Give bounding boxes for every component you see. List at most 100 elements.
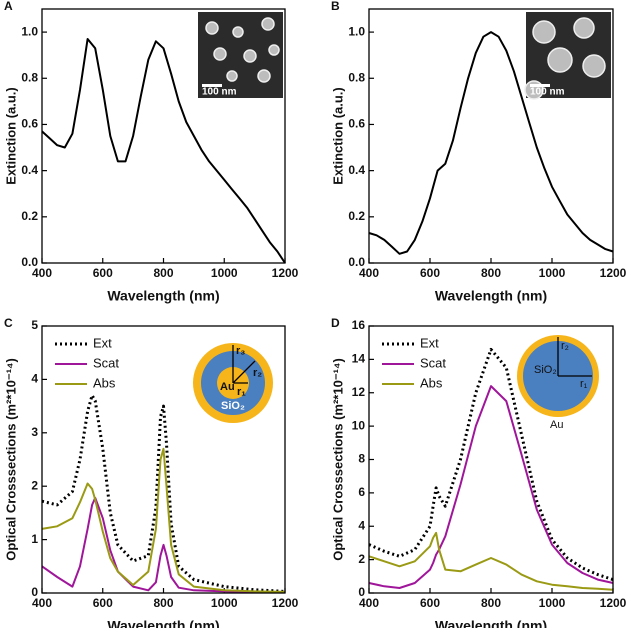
- x-axis-label: Wavelength (nm): [435, 618, 547, 628]
- data-line: [41, 496, 286, 594]
- sem-particle: [257, 69, 271, 83]
- y-tick-label: 1: [31, 532, 38, 546]
- x-tick-label: 400: [32, 266, 52, 280]
- y-tick-label: 0.4: [348, 163, 365, 177]
- scale-label: 100 nm: [202, 87, 237, 98]
- y-axis-label: Optical Crosssections (m²*10⁻¹⁴): [3, 358, 18, 561]
- plot-frame: [368, 8, 614, 264]
- legend-label: Ext: [93, 335, 112, 350]
- inset-label: r₁: [237, 386, 246, 398]
- inset-label: SiO₂: [221, 400, 245, 412]
- x-axis-label: Wavelength (nm): [107, 618, 219, 628]
- scale-bar: [202, 84, 222, 87]
- y-tick-label: 6: [358, 485, 365, 499]
- radius-arrows: [232, 345, 256, 384]
- sem-particle: [268, 44, 280, 56]
- y-tick-label: 0.8: [21, 70, 38, 84]
- y-tick-label: 0.0: [348, 255, 365, 269]
- sem-particle: [582, 54, 606, 78]
- x-tick-label: 800: [481, 266, 501, 280]
- y-tick-label: 2: [31, 478, 38, 492]
- x-tick-label: 1000: [539, 266, 566, 280]
- y-axis-label: Extinction (a.u.): [3, 87, 18, 185]
- y-tick-label: 1.0: [21, 24, 38, 38]
- x-tick-label: 800: [153, 266, 173, 280]
- scale-bar: [530, 84, 550, 87]
- y-tick-label: 0.2: [21, 209, 38, 223]
- y-tick-label: 0: [31, 585, 38, 599]
- y-tick-label: 0.8: [348, 70, 365, 84]
- panel-label: A: [4, 0, 13, 13]
- sem-particle: [573, 17, 595, 39]
- y-tick-label: 3: [31, 425, 38, 439]
- y-tick-label: 5: [31, 318, 38, 332]
- sem-particle: [532, 20, 556, 44]
- y-tick-label: 0.6: [348, 117, 365, 131]
- data-line: [368, 385, 614, 589]
- legend-label: Scat: [420, 355, 446, 370]
- y-tick-label: 0.6: [21, 117, 38, 131]
- x-tick-label: 400: [32, 596, 52, 610]
- y-tick-label: 16: [352, 318, 366, 332]
- data-line: [41, 447, 286, 593]
- sem-particle: [213, 47, 227, 61]
- x-tick-label: 600: [93, 596, 113, 610]
- y-tick-label: 8: [358, 452, 365, 466]
- legend-label: Scat: [93, 355, 119, 370]
- data-line: [41, 393, 286, 593]
- inset-label: r₂: [253, 367, 262, 379]
- inset-label: Au: [550, 419, 563, 431]
- inset-label: SiO₂: [534, 364, 557, 376]
- data-line: [41, 38, 286, 264]
- x-tick-label: 600: [420, 266, 440, 280]
- sem-particle: [226, 70, 238, 82]
- x-tick-label: 1000: [211, 596, 238, 610]
- panel-label: D: [331, 316, 340, 330]
- x-tick-label: 400: [359, 596, 379, 610]
- scale-label: 100 nm: [530, 87, 565, 98]
- y-tick-label: 4: [358, 518, 365, 532]
- y-tick-label: 0.2: [348, 209, 365, 223]
- inset-label: r₂: [561, 340, 569, 352]
- sem-particle: [232, 26, 244, 38]
- sem-particle: [243, 49, 257, 63]
- sem-particle: [261, 17, 275, 31]
- panel-label: B: [331, 0, 340, 13]
- x-tick-label: 1200: [600, 596, 627, 610]
- x-tick-label: 1200: [272, 596, 299, 610]
- plot-frame: [41, 325, 286, 594]
- data-line: [368, 531, 614, 591]
- plot-frame: [368, 325, 614, 594]
- inset-label: r₃: [236, 345, 245, 357]
- x-axis-label: Wavelength (nm): [107, 288, 219, 304]
- sem-particle: [205, 21, 219, 35]
- x-tick-label: 800: [481, 596, 501, 610]
- y-tick-label: 1.0: [348, 24, 365, 38]
- x-axis-label: Wavelength (nm): [435, 288, 547, 304]
- y-tick-label: 4: [31, 372, 38, 386]
- inset-label: r₁: [580, 378, 588, 390]
- x-tick-label: 600: [93, 266, 113, 280]
- y-tick-label: 12: [352, 385, 366, 399]
- x-tick-label: 800: [153, 596, 173, 610]
- x-tick-label: 1000: [211, 266, 238, 280]
- panel-label: C: [4, 316, 13, 330]
- x-tick-label: 600: [420, 596, 440, 610]
- inset-label: Au: [220, 381, 235, 393]
- legend-label: Ext: [420, 335, 439, 350]
- y-tick-label: 0.4: [21, 163, 38, 177]
- y-tick-label: 10: [352, 418, 366, 432]
- data-line: [368, 347, 614, 582]
- y-tick-label: 0.0: [21, 255, 38, 269]
- y-tick-label: 2: [358, 552, 365, 566]
- y-tick-label: 14: [352, 352, 366, 366]
- x-tick-label: 1200: [600, 266, 627, 280]
- radius-arrows: [557, 337, 592, 377]
- y-tick-label: 0: [358, 585, 365, 599]
- x-tick-label: 400: [359, 266, 379, 280]
- data-line: [368, 31, 614, 255]
- x-tick-label: 1000: [539, 596, 566, 610]
- plot-frame: [41, 8, 286, 264]
- y-axis-label: Extinction (a.u.): [330, 87, 345, 185]
